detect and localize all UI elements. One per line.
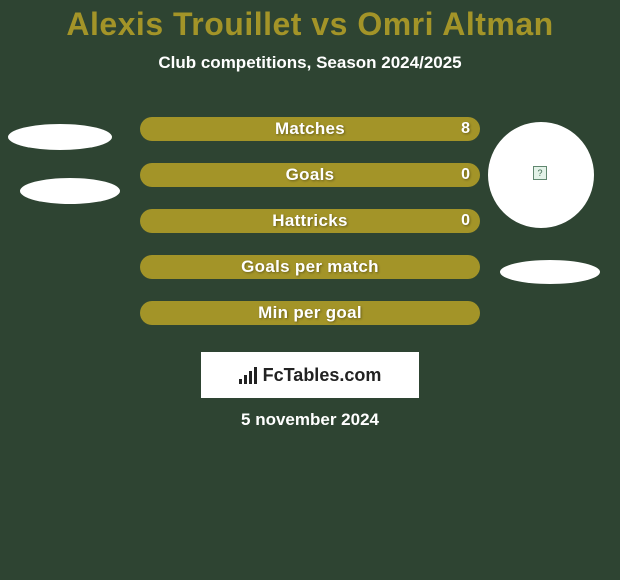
stat-bar: Matches8 [140, 117, 480, 141]
stat-bar-label: Goals [140, 165, 480, 185]
stat-bar-label: Matches [140, 119, 480, 139]
stat-bar: Min per goal [140, 301, 480, 325]
bar-chart-icon [239, 366, 257, 384]
date-text: 5 november 2024 [0, 410, 620, 430]
stat-bar: Hattricks0 [140, 209, 480, 233]
stat-bar: Goals per match [140, 255, 480, 279]
stat-bar-value: 0 [461, 166, 470, 184]
branding-text: FcTables.com [263, 365, 382, 386]
branding-badge: FcTables.com [201, 352, 419, 398]
stat-bars: Matches8Goals0Hattricks0Goals per matchM… [140, 117, 480, 347]
stat-bar-label: Goals per match [140, 257, 480, 277]
stat-bar: Goals0 [140, 163, 480, 187]
subtitle: Club competitions, Season 2024/2025 [0, 53, 620, 73]
stat-bar-value: 8 [461, 120, 470, 138]
stat-bar-label: Hattricks [140, 211, 480, 231]
stat-bar-value: 0 [461, 212, 470, 230]
page-title: Alexis Trouillet vs Omri Altman [0, 0, 620, 43]
image-placeholder-icon: ? [533, 166, 547, 180]
stat-bar-label: Min per goal [140, 303, 480, 323]
right-decor-ellipse-1 [500, 260, 600, 284]
left-decor-ellipse-1 [20, 178, 120, 204]
left-decor-ellipse-0 [8, 124, 112, 150]
